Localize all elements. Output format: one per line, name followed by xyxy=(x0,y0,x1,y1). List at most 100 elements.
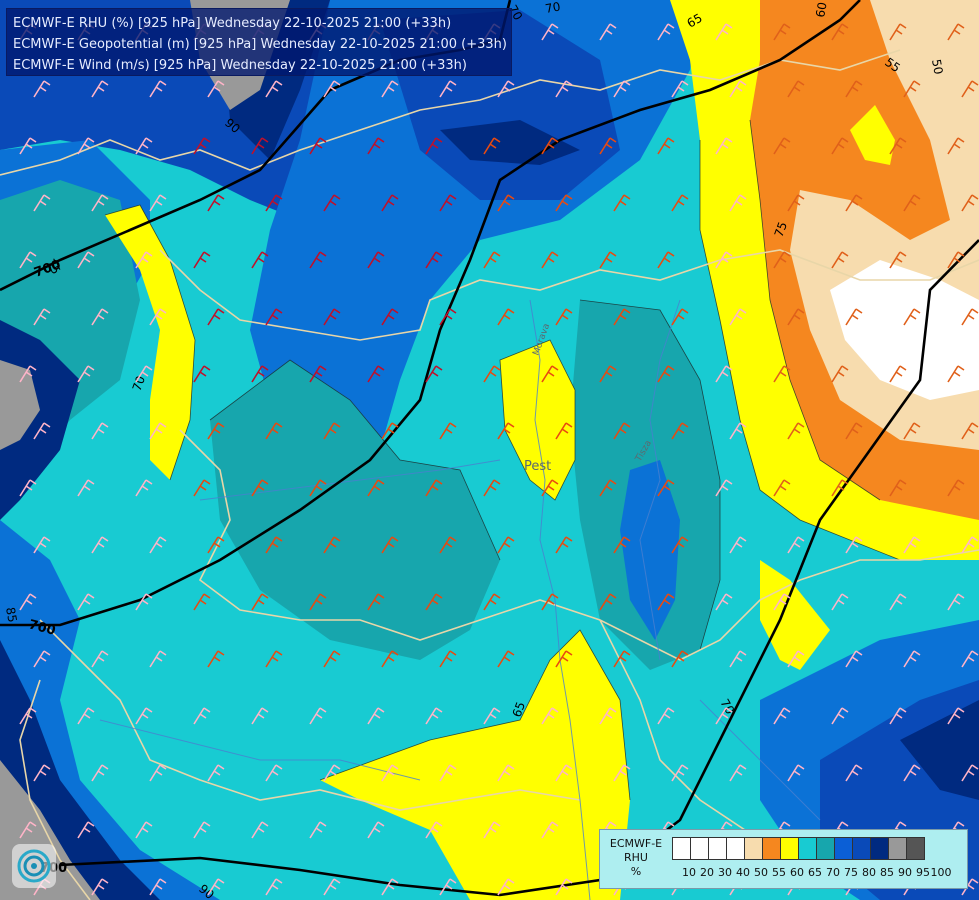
wind-barb xyxy=(541,365,559,383)
wind-barb xyxy=(555,650,573,668)
wind-barb xyxy=(439,650,457,668)
wind-barb xyxy=(541,821,559,839)
wind-barb xyxy=(19,251,37,269)
wind-barb xyxy=(773,707,791,725)
wind-barb xyxy=(961,80,979,98)
rhu-contour-label: 75 xyxy=(43,257,63,277)
wind-barb xyxy=(483,707,501,725)
wind-barb xyxy=(497,194,515,212)
wind-barb xyxy=(831,251,849,269)
wind-barb xyxy=(729,308,747,326)
wind-barb xyxy=(961,650,979,668)
legend-tick-label: 60 xyxy=(790,866,804,879)
wind-barb xyxy=(903,764,921,782)
wind-barb xyxy=(787,764,805,782)
wind-barb xyxy=(555,80,573,98)
wind-barb xyxy=(135,707,153,725)
river-line xyxy=(529,299,591,900)
wind-barb xyxy=(439,80,457,98)
rhu-contour-line xyxy=(699,140,901,561)
wind-barb xyxy=(483,593,501,611)
wind-barb xyxy=(831,365,849,383)
wind-barb xyxy=(831,479,849,497)
wind-barb xyxy=(323,422,341,440)
rhu-band-yellow-se xyxy=(760,560,830,670)
wind-barb xyxy=(903,80,921,98)
wind-barb xyxy=(381,422,399,440)
rhu-band-darkest-se xyxy=(900,700,979,800)
wind-barb xyxy=(947,23,965,41)
wind-barb xyxy=(193,821,211,839)
wind-barb xyxy=(613,194,631,212)
wind-barb xyxy=(135,821,153,839)
wind-barb xyxy=(773,137,791,155)
wind-barb xyxy=(671,536,689,554)
wind-barb xyxy=(657,593,675,611)
wind-barb xyxy=(135,593,153,611)
wind-barb xyxy=(135,251,153,269)
wind-barb xyxy=(149,764,167,782)
border-line xyxy=(19,679,91,900)
wind-barb xyxy=(671,764,689,782)
title-geopotential: ECMWF-E Geopotential (m) [925 hPa] Wedne… xyxy=(13,37,507,52)
wind-barb xyxy=(787,80,805,98)
wind-barb xyxy=(947,251,965,269)
wind-barb xyxy=(367,137,385,155)
wind-barb xyxy=(251,479,269,497)
rhu-contour-label: 75 xyxy=(772,220,790,239)
rhu-band-blue-east-pocket xyxy=(620,460,680,640)
wind-barb xyxy=(251,251,269,269)
wind-barb xyxy=(773,479,791,497)
title-rhu: ECMWF-E RHU (%) [925 hPa] Wednesday 22-1… xyxy=(13,16,452,31)
wind-barb xyxy=(381,308,399,326)
legend-tick-label: 75 xyxy=(844,866,858,879)
rivers xyxy=(99,299,821,900)
wind-barb xyxy=(91,536,109,554)
rhu-contour-lines xyxy=(104,119,901,801)
wind-barb xyxy=(381,764,399,782)
rhu-band-yellow-central xyxy=(500,340,575,500)
legend-tick-label: 90 xyxy=(898,866,912,879)
wind-barb xyxy=(367,821,385,839)
legend-tick-label: 40 xyxy=(736,866,750,879)
wind-barb xyxy=(91,80,109,98)
legend-swatch xyxy=(672,837,691,860)
legend-swatch xyxy=(762,837,781,860)
wind-barb xyxy=(367,251,385,269)
wind-barb xyxy=(671,650,689,668)
legend-title-line: % xyxy=(630,865,642,878)
border-line xyxy=(39,619,581,811)
wind-barb xyxy=(903,422,921,440)
wind-barb xyxy=(323,878,341,896)
wind-barb xyxy=(715,251,733,269)
wind-barb xyxy=(135,365,153,383)
geopotential-line xyxy=(0,0,861,627)
legend-tick-label: 85 xyxy=(880,866,894,879)
wind-barb xyxy=(193,479,211,497)
legend-swatch xyxy=(816,837,835,860)
rhu-contour-line xyxy=(749,119,881,501)
wind-barb xyxy=(961,308,979,326)
wind-barb xyxy=(787,422,805,440)
wind-barb xyxy=(831,707,849,725)
legend-tick-label: 20 xyxy=(700,866,714,879)
wind-barb xyxy=(309,365,327,383)
wind-barb xyxy=(845,194,863,212)
wind-barb xyxy=(439,422,457,440)
geopotential-line xyxy=(59,239,979,897)
wind-barb xyxy=(265,194,283,212)
wind-barb xyxy=(715,593,733,611)
wind-barb xyxy=(77,593,95,611)
wind-barb xyxy=(309,479,327,497)
wind-barb xyxy=(135,137,153,155)
legend-swatch xyxy=(744,837,763,860)
wind-barb xyxy=(19,365,37,383)
geopotential-label: 700 xyxy=(27,617,57,639)
wind-barb xyxy=(425,479,443,497)
wind-barb xyxy=(91,194,109,212)
wind-barb xyxy=(193,137,211,155)
wind-barb xyxy=(657,479,675,497)
wind-barb xyxy=(425,251,443,269)
wind-barb xyxy=(207,194,225,212)
wind-barb xyxy=(381,650,399,668)
